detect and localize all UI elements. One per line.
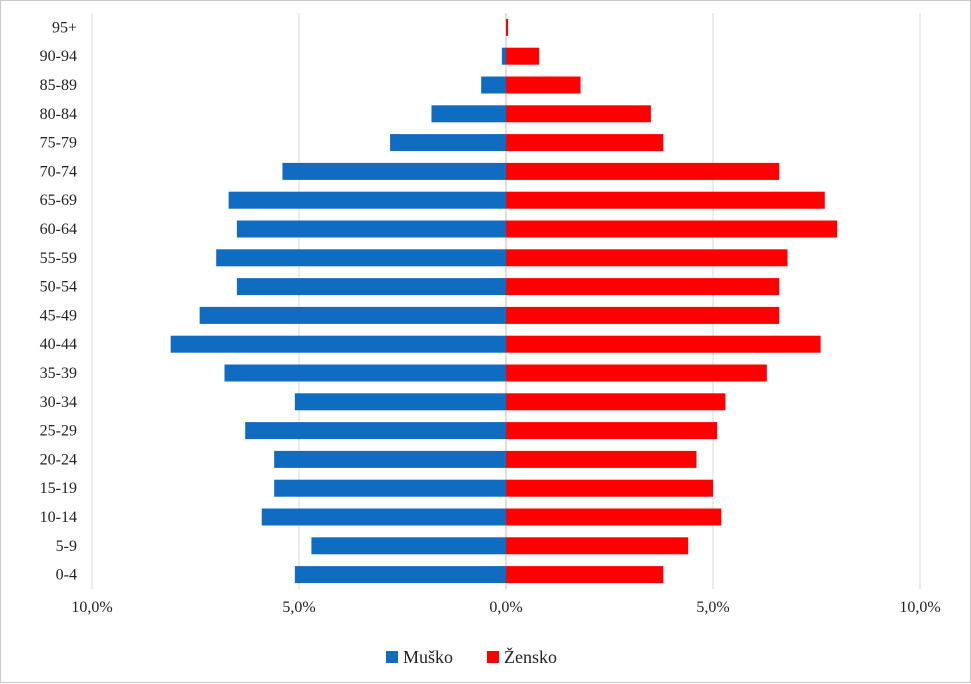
x-tick-label: 10,0%: [899, 599, 940, 616]
bar-musko: [224, 364, 507, 382]
bar-musko: [501, 47, 506, 65]
x-axis-labels: 10,0% 5,0% 0,0% 5,0% 10,0%: [71, 599, 940, 616]
bar-musko: [311, 537, 506, 555]
bar-zensko: [506, 47, 540, 65]
y-tick-label: 35-39: [40, 365, 77, 382]
bar-zensko: [506, 537, 689, 555]
bar-musko: [216, 249, 506, 267]
bar-zensko: [506, 105, 651, 123]
y-tick-label: 95+: [52, 19, 77, 36]
y-tick-label: 10-14: [40, 509, 77, 526]
y-tick-label: 40-44: [40, 336, 77, 353]
x-tick-label: 5,0%: [282, 599, 315, 616]
gridlines: [91, 13, 921, 589]
bar-zensko: [506, 278, 780, 296]
bar-zensko: [506, 364, 767, 382]
y-axis-labels: 0-4 5-9 10-14 15-19 20-24 25-29 30-34 35-39 40-4…: [40, 19, 77, 583]
y-tick-label: 85-89: [40, 77, 77, 94]
bar-musko: [274, 479, 506, 497]
y-tick-label: 75-79: [40, 135, 77, 152]
legend-swatch: [386, 651, 398, 663]
y-tick-label: 65-69: [40, 192, 77, 209]
y-tick-label: 25-29: [40, 423, 77, 440]
bar-zensko: [506, 422, 718, 440]
bar-musko: [431, 105, 506, 123]
bar-musko: [274, 450, 506, 468]
y-tick-label: 90-94: [40, 48, 77, 65]
legend-label: Žensko: [504, 646, 557, 667]
y-tick-label: 15-19: [40, 480, 77, 497]
bar-zensko: [506, 249, 788, 267]
bar-zensko: [506, 566, 664, 584]
bars: [170, 18, 838, 584]
bar-musko: [294, 393, 506, 411]
y-tick-label: 50-54: [40, 279, 77, 296]
y-tick-label: 45-49: [40, 307, 77, 324]
bar-zensko: [506, 220, 838, 238]
y-tick-label: 0-4: [56, 567, 77, 584]
bar-musko: [261, 508, 506, 526]
x-tick-label: 10,0%: [71, 599, 112, 616]
y-tick-label: 60-64: [40, 221, 77, 238]
legend-swatch: [487, 651, 499, 663]
bar-zensko: [506, 335, 821, 353]
x-tick-label: 0,0%: [489, 599, 522, 616]
y-tick-label: 5-9: [56, 538, 77, 555]
bar-zensko: [506, 134, 664, 152]
bar-musko: [236, 220, 506, 238]
x-tick-label: 5,0%: [696, 599, 729, 616]
bar-zensko: [506, 479, 713, 497]
bar-musko: [390, 134, 506, 152]
bar-zensko: [506, 450, 697, 468]
bar-zensko: [506, 393, 726, 411]
bar-musko: [236, 278, 506, 296]
y-tick-label: 30-34: [40, 394, 77, 411]
bar-zensko: [506, 162, 780, 180]
bar-zensko: [506, 306, 780, 324]
bar-zensko: [506, 508, 722, 526]
legend: Muško Žensko: [386, 646, 557, 667]
bar-zensko: [506, 18, 509, 36]
legend-label: Muško: [403, 647, 453, 667]
bar-musko: [294, 566, 506, 584]
bar-musko: [245, 422, 506, 440]
bar-musko: [170, 335, 506, 353]
bar-zensko: [506, 191, 825, 209]
bar-musko: [199, 306, 506, 324]
y-tick-label: 20-24: [40, 451, 77, 468]
bar-zensko: [506, 76, 581, 94]
bar-musko: [481, 76, 506, 94]
y-tick-label: 55-59: [40, 250, 77, 267]
bar-musko: [228, 191, 506, 209]
y-tick-label: 70-74: [40, 163, 77, 180]
y-tick-label: 80-84: [40, 106, 77, 123]
bar-musko: [282, 162, 506, 180]
